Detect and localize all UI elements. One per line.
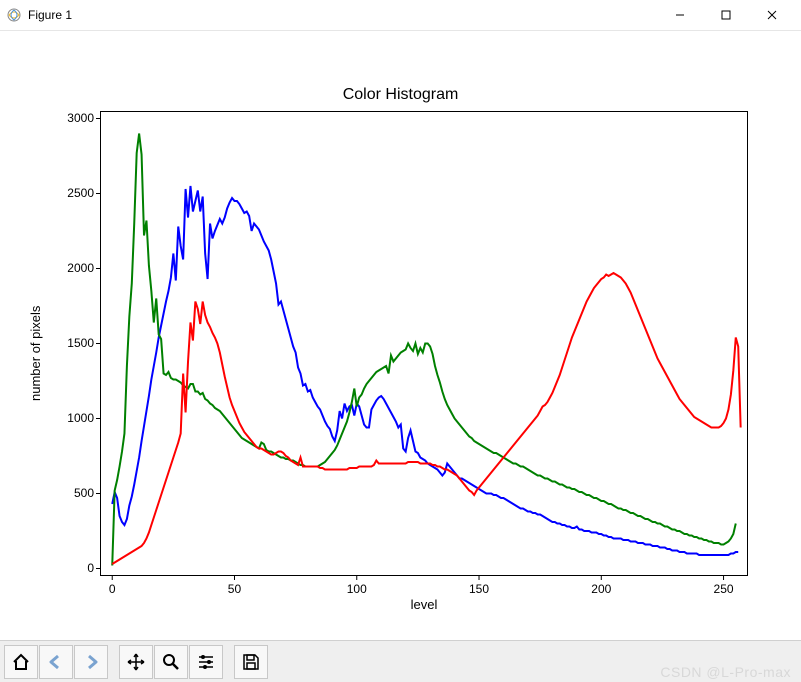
series-green [112, 134, 736, 566]
window: Figure 1 Color Histogram number of pixel… [0, 0, 801, 682]
plot-svg [100, 111, 748, 576]
x-axis-label: level [100, 597, 748, 612]
x-tick-label: 200 [591, 582, 611, 596]
save-icon [241, 652, 261, 672]
window-controls [657, 0, 795, 30]
forward-icon [81, 652, 101, 672]
y-tick-label: 2000 [44, 261, 94, 275]
back-button[interactable] [39, 645, 73, 679]
y-tick-label: 0 [44, 561, 94, 575]
zoom-icon [161, 652, 181, 672]
watermark: CSDN @L-Pro-max [660, 664, 791, 680]
series-blue [112, 186, 738, 555]
toolbar-separator [224, 645, 234, 679]
toolbar-buttons [4, 645, 269, 679]
y-tick-label: 1500 [44, 336, 94, 350]
y-tick-label: 500 [44, 486, 94, 500]
back-icon [46, 652, 66, 672]
y-tick-label: 1000 [44, 411, 94, 425]
titlebar: Figure 1 [0, 0, 801, 31]
close-button[interactable] [749, 0, 795, 30]
toolbar-separator [109, 645, 119, 679]
x-tick-label: 250 [714, 582, 734, 596]
pan-button[interactable] [119, 645, 153, 679]
zoom-button[interactable] [154, 645, 188, 679]
x-tick-label: 100 [347, 582, 367, 596]
minimize-button[interactable] [657, 0, 703, 30]
forward-button[interactable] [74, 645, 108, 679]
y-tick-label: 2500 [44, 186, 94, 200]
y-tick-label: 3000 [44, 111, 94, 125]
pan-icon [126, 652, 146, 672]
y-axis-label: number of pixels [28, 306, 43, 401]
x-tick-label: 0 [109, 582, 116, 596]
toolbar: CSDN @L-Pro-max [0, 640, 801, 682]
window-title: Figure 1 [28, 8, 657, 22]
chart-title: Color Histogram [0, 86, 801, 104]
series-red [112, 273, 740, 564]
figure-area: Color Histogram number of pixels level 0… [0, 31, 801, 640]
x-tick-label: 150 [469, 582, 489, 596]
maximize-button[interactable] [703, 0, 749, 30]
configure-button[interactable] [189, 645, 223, 679]
configure-icon [196, 652, 216, 672]
x-tick-label: 50 [228, 582, 241, 596]
home-icon [11, 652, 31, 672]
save-button[interactable] [234, 645, 268, 679]
app-icon [6, 7, 22, 23]
home-button[interactable] [4, 645, 38, 679]
